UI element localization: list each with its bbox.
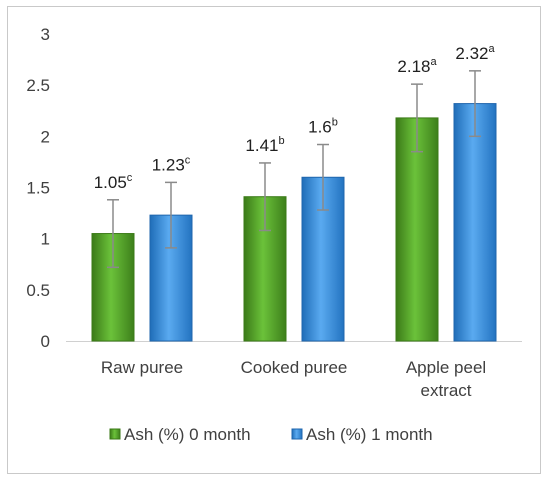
legend-label: Ash (%) 1 month [306, 425, 433, 444]
data-label: 2.18a [397, 56, 437, 76]
y-tick-label: 2 [41, 127, 50, 146]
data-label: 1.23c [152, 154, 191, 174]
axes: 0 0.5 1 1.5 2 2.5 3 Raw puree Cooked puree Apple … [26, 25, 522, 400]
x-tick-label: Raw puree [101, 358, 183, 377]
legend-label: Ash (%) 0 month [124, 425, 251, 444]
legend-swatch [109, 428, 121, 440]
x-tick-label: Cooked puree [241, 358, 348, 377]
bar [395, 117, 439, 342]
data-label: 1.6b [308, 117, 338, 137]
y-tick-label: 1.5 [26, 179, 50, 198]
data-label: 1.41b [245, 135, 284, 155]
bar [243, 196, 287, 342]
legend-swatch [291, 428, 303, 440]
bars: 1.05c 1.23c 1.41b 1.6b 2.18a 2.32a [91, 43, 497, 342]
y-tick-label: 3 [41, 25, 50, 44]
legend: Ash (%) 0 month Ash (%) 1 month [109, 425, 433, 444]
y-tick-label: 1 [41, 230, 50, 249]
y-tick-label: 0.5 [26, 281, 50, 300]
y-tick-label: 2.5 [26, 76, 50, 95]
bar [453, 103, 497, 342]
data-label: 1.05c [94, 172, 133, 192]
data-label: 2.32a [455, 43, 495, 63]
y-tick-label: 0 [41, 332, 50, 351]
x-tick-label: Apple peel extract [406, 358, 486, 400]
